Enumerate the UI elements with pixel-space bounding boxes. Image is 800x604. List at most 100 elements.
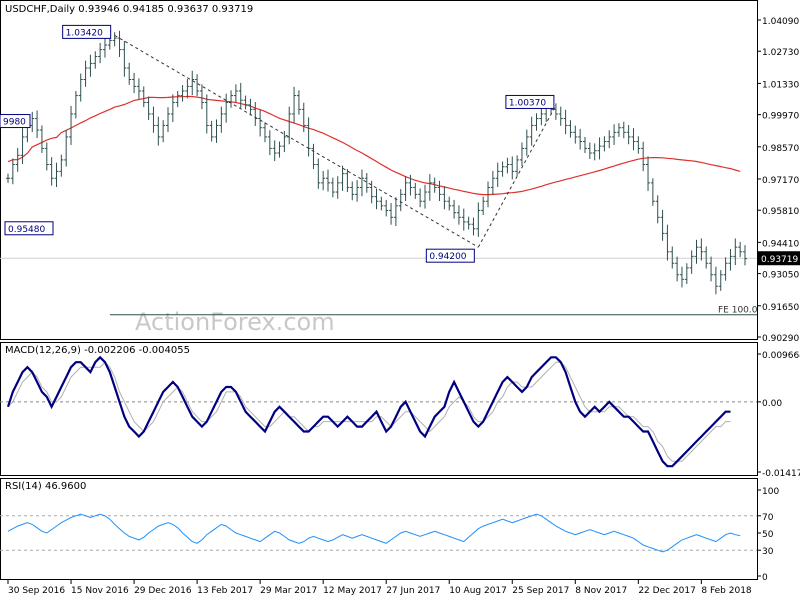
price-bar <box>408 174 413 196</box>
price-bar <box>345 169 350 193</box>
price-bar <box>447 196 452 211</box>
price-bar <box>335 176 340 199</box>
price-bar <box>515 155 520 176</box>
price-bar <box>262 122 267 143</box>
price-bar <box>98 42 103 64</box>
projection-line <box>477 105 557 248</box>
price-bar <box>330 177 335 198</box>
price-bar <box>582 136 587 154</box>
price-bar <box>379 196 384 211</box>
price-bar <box>655 195 660 224</box>
price-bar <box>471 217 476 236</box>
macd-panel <box>0 342 758 476</box>
price-annotation: 1.03420 <box>62 24 112 39</box>
price-bar <box>59 154 64 177</box>
price-panel <box>0 0 758 340</box>
x-axis-label: 29 Dec 2016 <box>134 586 192 596</box>
x-axis-label: 10 Aug 2017 <box>449 586 507 596</box>
price-bar <box>418 188 423 208</box>
price-bar <box>93 51 98 69</box>
x-axis-label: 15 Nov 2016 <box>71 586 129 596</box>
price-bar <box>73 90 78 119</box>
price-bar <box>704 246 709 269</box>
price-bar <box>519 142 524 166</box>
price-bar <box>39 125 44 154</box>
price-bar <box>558 106 563 126</box>
current-price-label: 0.93719 <box>761 255 798 265</box>
price-bar <box>733 238 738 266</box>
price-bar <box>20 128 25 165</box>
price-bar <box>587 142 592 159</box>
price-bar <box>612 124 617 145</box>
price-bar <box>432 177 437 193</box>
price-bar <box>6 173 10 183</box>
price-bar <box>54 162 59 187</box>
price-bar <box>403 176 408 202</box>
svg-text:1.00370: 1.00370 <box>509 98 546 108</box>
macd-axis-label: 0.00 <box>762 399 782 409</box>
chart-header: USDCHF,Daily 0.93946 0.94185 0.93637 0.9… <box>5 4 253 15</box>
rsi-panel <box>0 478 758 580</box>
price-bar <box>156 116 161 146</box>
price-bar <box>709 256 714 282</box>
rsi-axis-label: 50 <box>762 530 774 540</box>
price-bar <box>151 106 156 133</box>
price-bar <box>413 182 418 199</box>
price-bar <box>660 209 665 241</box>
price-bar <box>641 141 646 172</box>
watermark: ActionForex.com <box>135 308 335 336</box>
price-bar <box>180 85 185 102</box>
price-bar <box>69 105 74 145</box>
price-bar <box>292 86 297 123</box>
price-bar <box>219 106 224 133</box>
price-bar <box>689 250 694 274</box>
price-bar <box>175 90 180 108</box>
price-bar <box>636 136 641 154</box>
price-bar <box>243 95 248 110</box>
price-bar <box>248 98 253 116</box>
price-annotation: 0.95480 <box>4 221 54 236</box>
price-bar <box>486 181 491 208</box>
price-bar <box>321 170 326 191</box>
macd-axis-label: 0.009664 <box>762 351 800 361</box>
price-axis-label: 0.95810 <box>762 207 799 217</box>
price-bar <box>437 180 442 202</box>
price-bar <box>631 128 636 151</box>
price-bar <box>204 94 209 134</box>
price-bar <box>456 205 461 225</box>
price-bar <box>481 196 486 216</box>
price-bar <box>398 189 403 212</box>
price-bar <box>616 123 621 137</box>
price-bar <box>287 106 292 145</box>
price-bar <box>452 199 457 219</box>
price-bar <box>529 116 534 146</box>
x-axis-label: 30 Sep 2016 <box>8 586 65 596</box>
price-bar <box>277 141 282 158</box>
price-annotation: 9980 <box>0 114 31 129</box>
x-axis-label: 8 Feb 2018 <box>701 586 752 596</box>
price-bar <box>510 156 515 180</box>
price-bar <box>743 245 747 266</box>
price-bar <box>117 30 122 57</box>
price-bar <box>723 257 728 281</box>
price-bar <box>694 239 699 264</box>
price-axis-label: 0.91650 <box>762 303 799 313</box>
price-bar <box>10 158 15 185</box>
price-bar <box>35 110 40 139</box>
price-bar <box>127 62 132 85</box>
price-bar <box>224 93 229 123</box>
price-axis-label: 0.94410 <box>762 239 799 249</box>
current-price-marker <box>758 251 800 266</box>
rsi-line <box>7 513 741 553</box>
price-bar <box>568 120 573 138</box>
price-bar <box>684 263 689 284</box>
price-axis-label: 1.01330 <box>762 80 799 90</box>
x-axis-label: 22 Dec 2017 <box>638 586 696 596</box>
price-bar <box>132 72 137 94</box>
price-bar <box>500 161 505 177</box>
price-bar <box>718 270 723 291</box>
price-bar <box>102 36 107 58</box>
macd-title: MACD(12,26,9) -0.002206 -0.004055 <box>5 345 190 356</box>
price-bar <box>88 54 93 77</box>
